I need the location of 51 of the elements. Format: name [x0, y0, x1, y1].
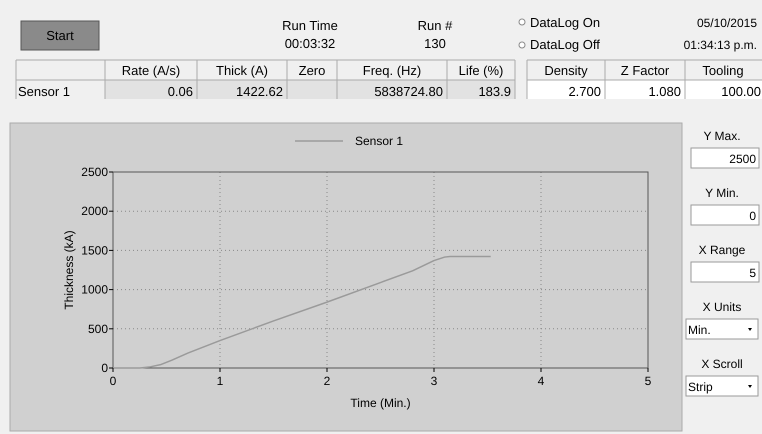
text: Y Min. — [705, 186, 739, 200]
text: Zero — [298, 63, 326, 78]
text: Tooling — [702, 63, 744, 78]
text: Rate (A/s) — [122, 63, 180, 78]
text: 05/10/2015 — [696, 16, 758, 30]
text: DataLog Off — [530, 37, 600, 52]
text: 100.00 — [721, 84, 761, 99]
x-tick-label: 5 — [644, 374, 652, 388]
y-axis-title: Thickness (kA) — [62, 230, 76, 310]
x-tick-label: 3 — [430, 374, 438, 388]
text: Strip — [688, 380, 713, 394]
text: 0 — [749, 209, 756, 223]
x-axis-title: Time (Min.) — [350, 396, 411, 410]
text: Start — [46, 28, 74, 43]
text: Thick (A) — [216, 63, 268, 78]
text: 130 — [424, 36, 446, 51]
x-tick-label: 4 — [538, 374, 545, 388]
text: 1422.62 — [236, 84, 283, 99]
text: 183.9 — [478, 84, 511, 99]
text: DataLog On — [530, 15, 600, 30]
x-tick-label: 1 — [216, 374, 224, 388]
text: Y Max. — [703, 129, 741, 143]
legend-label: Sensor 1 — [355, 134, 404, 148]
text: Density — [544, 63, 588, 78]
text: 2500 — [729, 152, 756, 166]
text: 0.06 — [168, 84, 193, 99]
line-series — [112, 256, 492, 369]
text: X Range — [698, 243, 746, 257]
text: X Scroll — [701, 357, 743, 371]
text: Freq. (Hz) — [362, 63, 422, 78]
text: Run Time — [282, 18, 338, 33]
text: Min. — [688, 323, 711, 337]
text: 5 — [749, 266, 756, 280]
y-tick-label: 1500 — [81, 243, 108, 258]
y-tick-label: 0 — [101, 361, 108, 375]
text: 01:34:13 p.m. — [684, 38, 757, 52]
text: 2.700 — [568, 84, 601, 99]
y-tick-label: 1000 — [81, 282, 108, 297]
text: X Units — [702, 300, 742, 314]
text: 1.080 — [648, 84, 681, 99]
y-tick-label: 2500 — [81, 165, 108, 179]
text: Life (%) — [458, 63, 504, 78]
text: 5838724.80 — [374, 84, 443, 99]
text: Z Factor — [620, 63, 670, 78]
x-tick-label: 0 — [110, 374, 117, 388]
y-tick-label: 500 — [88, 322, 108, 336]
x-tick-label: 2 — [324, 374, 331, 388]
y-tick-label: 2000 — [81, 204, 108, 218]
text: Run # — [418, 18, 454, 33]
text: Sensor 1 — [18, 84, 70, 99]
text: 00:03:32 — [284, 36, 336, 51]
